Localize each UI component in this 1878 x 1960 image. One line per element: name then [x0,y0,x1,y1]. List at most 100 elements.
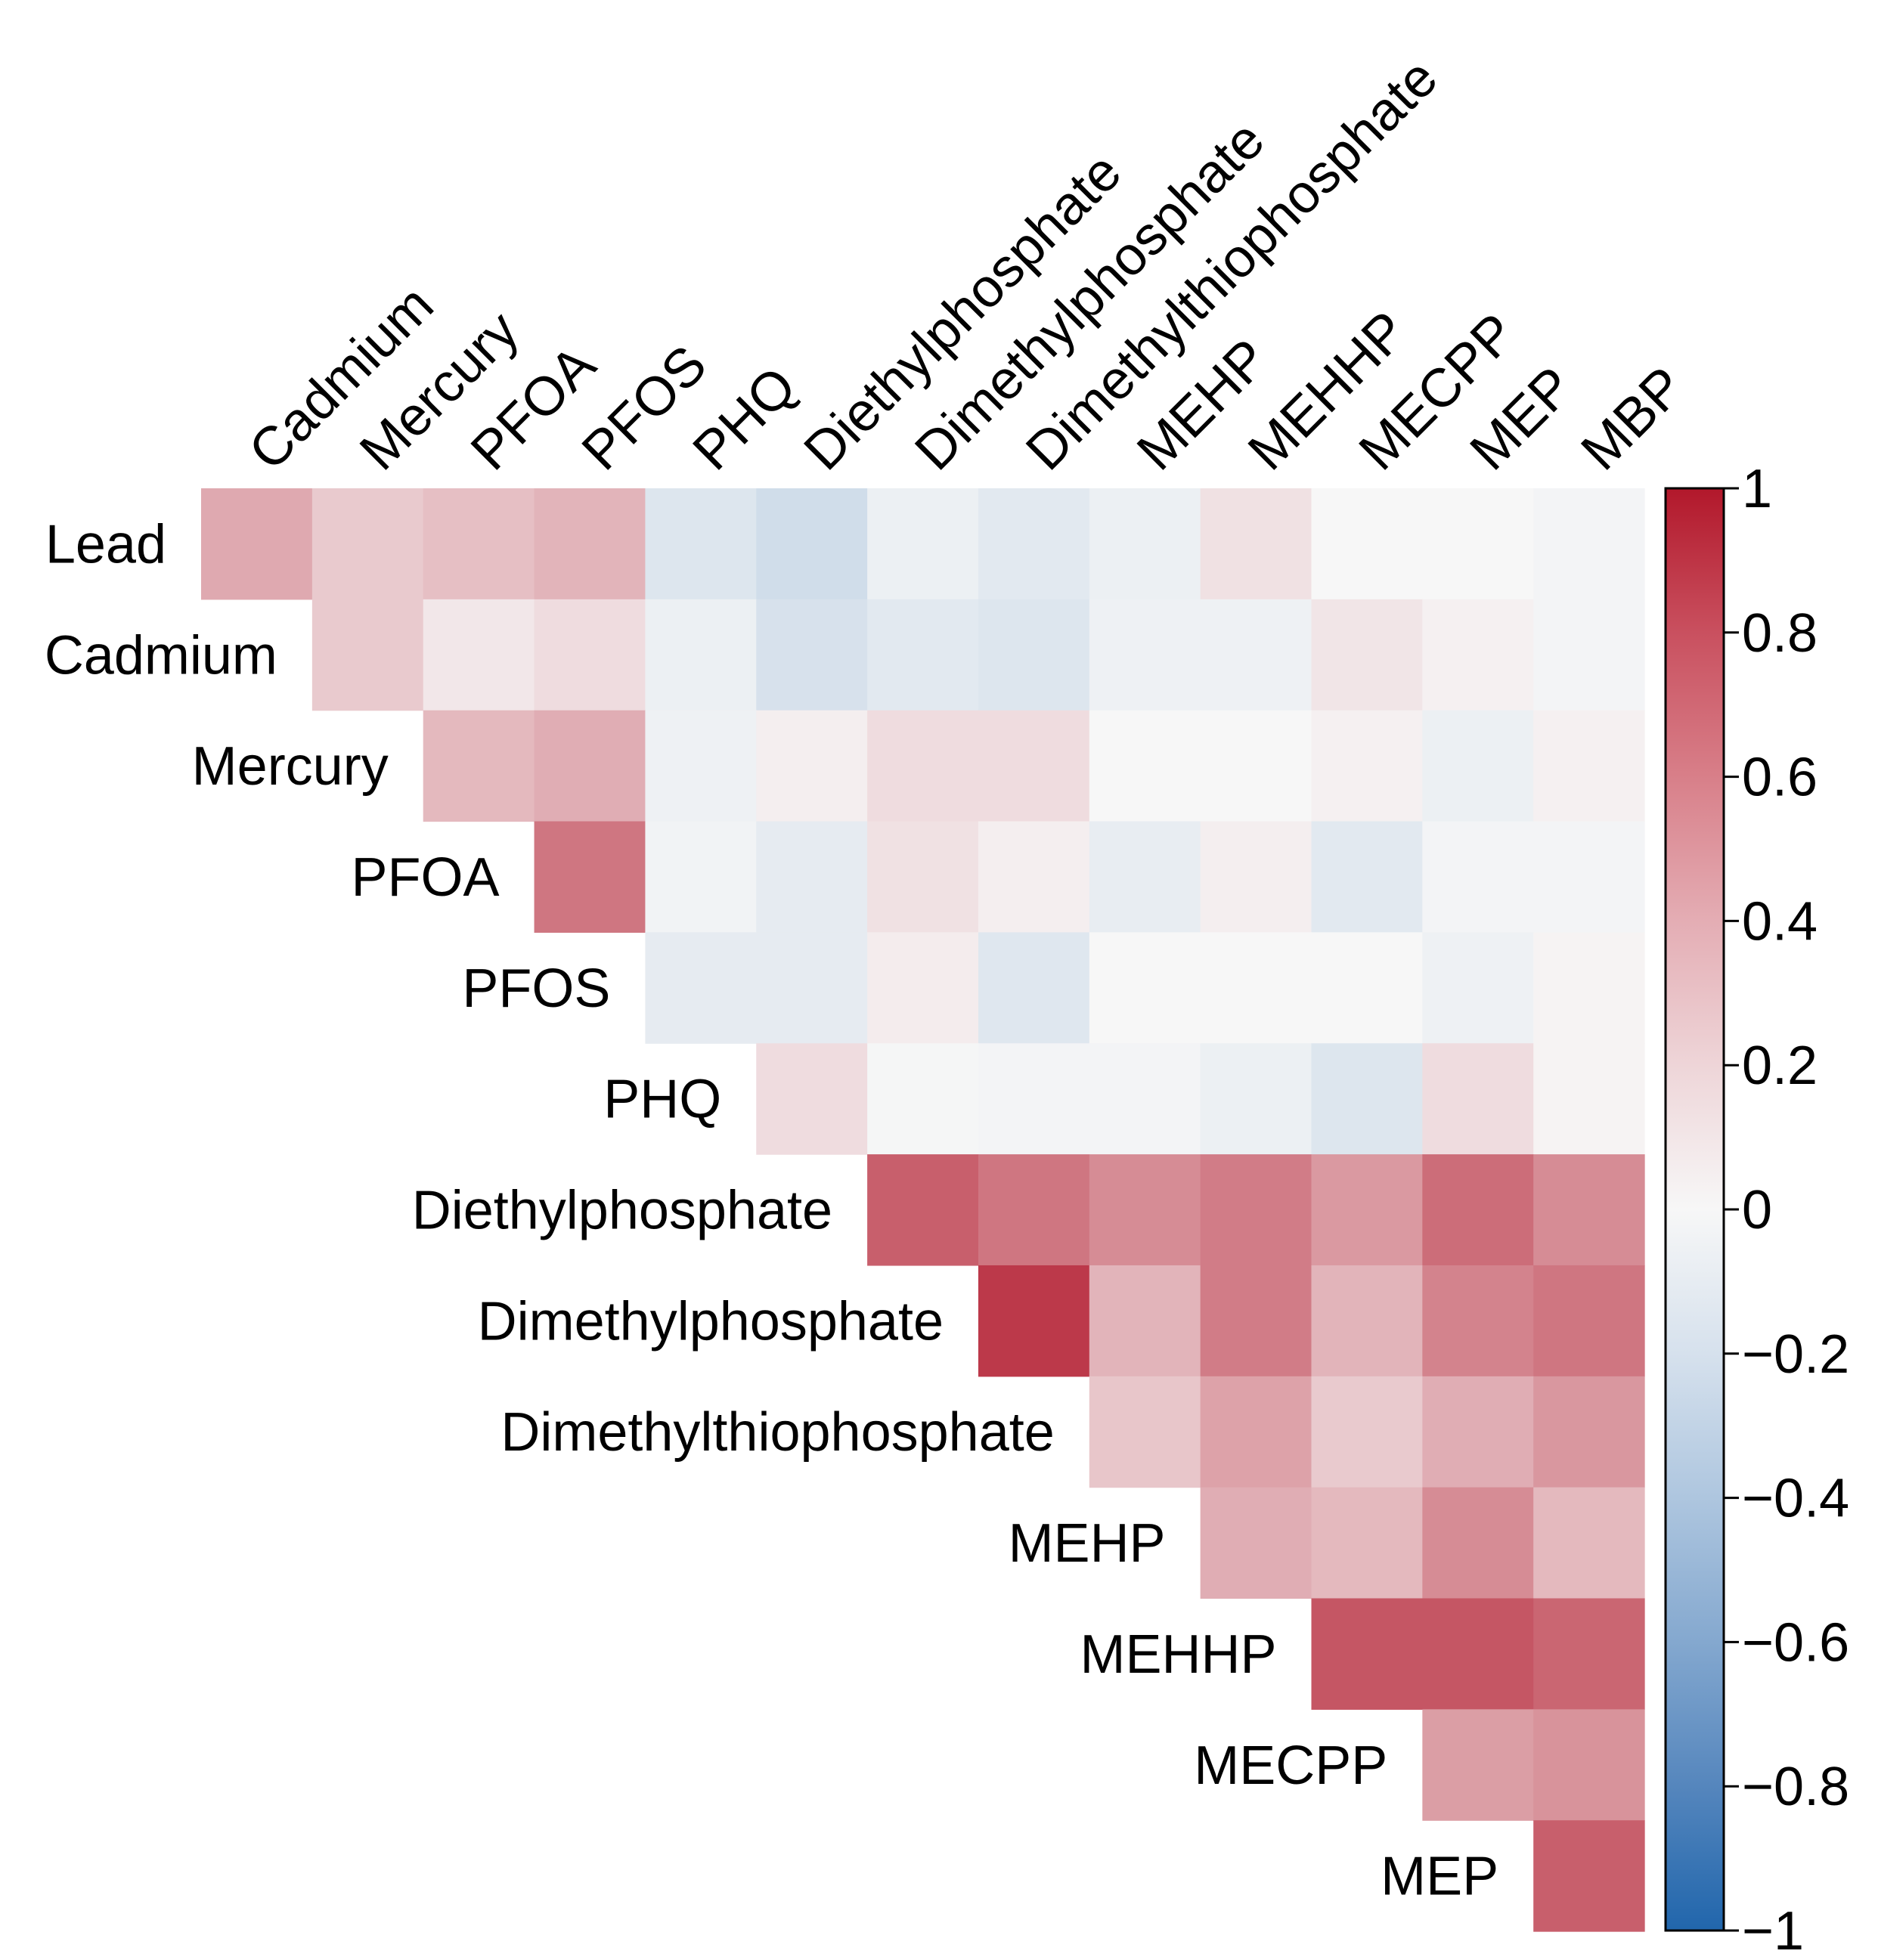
heatmap-cell [1533,932,1645,1044]
colorbar-gradient [1664,487,1725,1932]
colorbar-tick-label: −0.4 [1742,1469,1849,1529]
colorbar-tick-label: −1 [1742,1901,1804,1960]
heatmap-cell [1311,710,1423,822]
heatmap-cell [867,710,979,822]
heatmap-cell [1200,932,1312,1044]
heatmap-cell [978,1043,1090,1155]
heatmap-cell [1200,821,1312,933]
colorbar-tick-label: 1 [1742,459,1772,519]
heatmap-cell [534,821,646,933]
heatmap-cell [1533,1820,1645,1932]
colorbar-tick-label: 0 [1742,1180,1772,1240]
heatmap-cell [978,821,1090,933]
heatmap-cell [978,599,1090,711]
row-label: Mercury [192,736,389,797]
colorbar: 1 0.8 0.6 0.4 0.2 0 −0.2 −0.4 −0.6 −0.8 −1 [1664,459,1849,1960]
column-label: PFOS [571,334,718,481]
heatmap-cell [645,710,757,822]
heatmap-cell [1311,599,1423,711]
heatmap-cell [1089,1265,1201,1377]
row-labels: Lead Cadmium Mercury PFOA PFOS PHQ Diethylphos… [45,514,1498,1906]
heatmap-cell [1533,1043,1645,1155]
colorbar-tick-label: 0.8 [1742,603,1818,664]
heatmap-cell [1200,710,1312,822]
heatmap-cell [1533,488,1645,600]
row-label: PFOS [462,958,610,1019]
heatmap-cell [1422,1376,1534,1488]
heatmap-cell [311,599,424,711]
heatmap-cell [1422,821,1534,933]
heatmap-cell [534,599,646,711]
heatmap-cell [1311,1154,1423,1266]
heatmap-cell [1089,1376,1201,1488]
heatmap-cell [1311,932,1423,1044]
colorbar-tick-label: −0.6 [1742,1612,1849,1673]
heatmap-cell [1089,710,1201,822]
row-label: MEHP [1009,1513,1166,1574]
heatmap-cell [1533,1709,1645,1821]
colorbar-tick-label: 0.6 [1742,748,1818,808]
heatmap-cell [1533,1598,1645,1710]
heatmap-cell [978,488,1090,600]
heatmap-cell [1311,1265,1423,1377]
heatmap-cell [1089,1154,1201,1266]
heatmap-cell [534,710,646,822]
heatmap-cell [1422,1154,1534,1266]
heatmap-cell [978,710,1090,822]
heatmap-cell [1422,932,1534,1044]
row-label: Dimethylthiophosphate [500,1402,1054,1463]
heatmap-cell [1533,1376,1645,1488]
row-label: MEHHP [1080,1624,1276,1685]
heatmap-cell [645,932,757,1044]
heatmap-cell [867,821,979,933]
heatmap-cell [1089,488,1201,600]
heatmap-cell [756,821,868,933]
heatmap-cell [311,488,424,600]
heatmap-cell [645,599,757,711]
heatmap-cell [1089,1043,1201,1155]
heatmap-cell [1533,821,1645,933]
heatmap-cell [423,710,535,822]
heatmap-cell [756,710,868,822]
colorbar-tick-label: 0.4 [1742,891,1818,952]
heatmap-cell [978,932,1090,1044]
heatmap-cell [978,1265,1090,1377]
heatmap-cell [1422,1709,1534,1821]
column-label: MBP [1570,355,1696,481]
colorbar-tick-label: −0.8 [1742,1757,1849,1817]
heatmap-cell [423,599,535,711]
heatmap-cell [1311,1376,1423,1488]
heatmap-cell [1089,821,1201,933]
heatmap-cell [867,1043,979,1155]
row-label: MEP [1381,1847,1498,1907]
heatmap-cell [1200,1265,1312,1377]
heatmap-cell [867,932,979,1044]
heatmap-cell [1422,1598,1534,1710]
heatmap-cell [645,488,757,600]
heatmap-cell [756,1043,868,1155]
heatmap-cell [645,821,757,933]
colorbar-ticks: 1 0.8 0.6 0.4 0.2 0 −0.2 −0.4 −0.6 −0.8 −1 [1724,459,1849,1960]
row-label: Dimethylphosphate [478,1291,944,1352]
heatmap-cell [1533,1265,1645,1377]
heatmap-cell [867,1154,979,1266]
heatmap-cell [756,488,868,600]
colorbar-tick-label: −0.2 [1742,1324,1849,1385]
heatmap-cell [1311,1487,1423,1599]
heatmap-cell [1422,599,1534,711]
heatmap-cell [1089,599,1201,711]
heatmap-cell [1311,488,1423,600]
heatmap-cell [756,932,868,1044]
heatmap-cell [1533,599,1645,711]
heatmap-cell [1311,1598,1423,1710]
row-label: MECPP [1194,1736,1387,1796]
row-label: Lead [45,514,166,574]
heatmap-cell [1533,1154,1645,1266]
column-labels: CadmiumMercuryPFOAPFOSPHQDiethylphosphat… [237,48,1696,481]
heatmap-cell [534,488,646,600]
heatmap-cell [423,488,535,600]
heatmap-cell [1200,1154,1312,1266]
row-label: PFOA [351,847,499,908]
heatmap-cell [1200,488,1312,600]
